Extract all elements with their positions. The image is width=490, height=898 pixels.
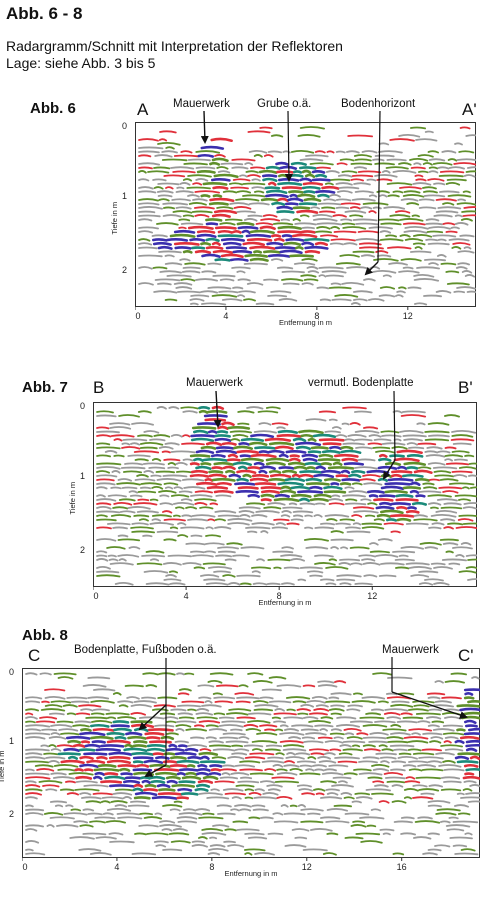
x-tick-label: 12 bbox=[302, 862, 312, 872]
x-tick-label: 0 bbox=[22, 862, 27, 872]
figure-label-abb7: Abb. 7 bbox=[22, 379, 68, 396]
profile-start-a: A bbox=[137, 100, 149, 119]
x-axis-label: Entfernung in m bbox=[259, 598, 312, 607]
annotation-bodenhorizont-abb6: Bodenhorizont bbox=[341, 98, 416, 110]
y-tick-label: 2 bbox=[9, 809, 14, 819]
radargram-abb6: 0 4 8 12 Entfernung in m 0 1 2 Tiefe in m bbox=[110, 121, 476, 327]
y-tick-label: 0 bbox=[80, 401, 85, 411]
x-tick-label: 4 bbox=[184, 591, 189, 601]
x-axis-label: Entfernung in m bbox=[225, 869, 278, 878]
y-tick-label: 1 bbox=[9, 736, 14, 746]
x-tick-label: 4 bbox=[223, 311, 228, 321]
subtitle-line-2: Lage: siehe Abb. 3 bis 5 bbox=[6, 55, 156, 71]
page-title: Abb. 6 - 8 bbox=[6, 4, 83, 23]
radargram-abb7: 0 4 8 12 Entfernung in m 0 1 2 Tiefe in m bbox=[68, 401, 477, 607]
reflector-traces bbox=[138, 126, 476, 306]
x-tick-label: 16 bbox=[397, 862, 407, 872]
x-tick-label: 8 bbox=[314, 311, 319, 321]
annotation-bodenplatte-abb7: vermutl. Bodenplatte bbox=[308, 377, 414, 389]
x-tick-label: 8 bbox=[209, 862, 214, 872]
annotation-mauerwerk-abb7: Mauerwerk bbox=[186, 377, 243, 389]
profile-start-b: B bbox=[93, 378, 105, 397]
profile-end-c: C' bbox=[458, 646, 474, 665]
y-tick-label: 0 bbox=[9, 667, 14, 677]
y-axis-label: Tiefe in m bbox=[68, 482, 77, 515]
annotation-bodenplatte-abb8: Bodenplatte, Fußboden o.ä. bbox=[74, 644, 217, 656]
reflector-traces bbox=[96, 405, 477, 586]
annotation-mauerwerk-abb8: Mauerwerk bbox=[382, 644, 439, 656]
x-tick-label: 0 bbox=[135, 311, 140, 321]
x-tick-label: 8 bbox=[277, 591, 282, 601]
y-tick-label: 1 bbox=[80, 471, 85, 481]
y-axis-label: Tiefe in m bbox=[110, 202, 119, 235]
y-tick-label: 1 bbox=[122, 191, 127, 201]
annotation-mauerwerk-abb6: Mauerwerk bbox=[173, 98, 230, 110]
y-tick-label: 2 bbox=[80, 545, 85, 555]
figure-label-abb8: Abb. 8 bbox=[22, 627, 68, 644]
x-tick-label: 0 bbox=[93, 591, 98, 601]
profile-end-a: A' bbox=[462, 100, 477, 119]
subtitle-line-1: Radargramm/Schnitt mit Interpretation de… bbox=[6, 38, 343, 54]
x-tick-label: 4 bbox=[114, 862, 119, 872]
x-tick-label: 12 bbox=[403, 311, 413, 321]
y-tick-label: 0 bbox=[122, 121, 127, 131]
profile-end-b: B' bbox=[458, 378, 473, 397]
figure-label-abb6: Abb. 6 bbox=[30, 100, 76, 117]
x-axis-label: Entfernung in m bbox=[279, 318, 332, 327]
y-tick-label: 2 bbox=[122, 265, 127, 275]
profile-start-c: C bbox=[28, 646, 41, 665]
annotation-grube-abb6: Grube o.ä. bbox=[257, 98, 312, 110]
page-subtitle: Radargramm/Schnitt mit Interpretation de… bbox=[6, 38, 343, 72]
y-axis-label: Tiefe in m bbox=[0, 750, 6, 783]
x-tick-label: 12 bbox=[367, 591, 377, 601]
